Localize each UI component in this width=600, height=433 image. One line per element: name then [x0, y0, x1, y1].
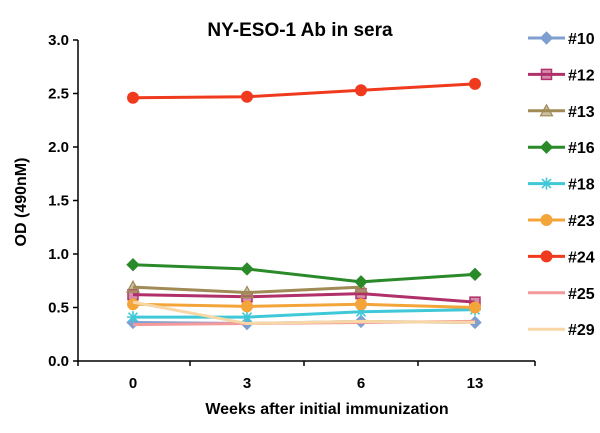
legend-item: #25: [528, 286, 595, 303]
legend-marker: [539, 140, 554, 154]
data-point: [127, 91, 139, 104]
legend-label: #23: [568, 213, 595, 230]
legend-item: #12: [528, 67, 595, 84]
legend-label: #25: [568, 286, 595, 303]
data-point: [125, 279, 141, 293]
legend-marker: [539, 31, 554, 45]
data-point: [468, 267, 482, 282]
series-lines: [125, 77, 482, 331]
legend-marker: [540, 177, 553, 190]
x-axis-label: Weeks after initial immunization: [205, 401, 448, 418]
axes: 0.0 0.5 1.0 1.5 2.0 2.5 3.0 0 3 6 13: [48, 32, 536, 392]
legend-label: #13: [568, 104, 595, 121]
data-point: [241, 300, 253, 313]
y-tick-label: 0.0: [48, 353, 69, 370]
series-23: [127, 298, 481, 314]
data-point: [355, 305, 367, 318]
data-point: [469, 301, 481, 314]
y-tick-label: 1.0: [48, 246, 69, 263]
legend: #10 #12 #13 #16 #18 #23 #24 #25 #29: [528, 31, 595, 339]
data-point: [240, 262, 254, 276]
legend-item: #29: [528, 322, 595, 339]
data-point: [241, 90, 253, 103]
legend-marker: [540, 214, 553, 226]
legend-label: #16: [568, 140, 595, 157]
data-point: [241, 311, 253, 324]
x-tick-label: 13: [467, 375, 484, 392]
series-16: [126, 257, 482, 289]
legend-label: #10: [568, 31, 595, 48]
data-point: [355, 84, 367, 97]
legend-marker: [539, 103, 554, 117]
legend-item: #16: [528, 140, 595, 157]
legend-label: #29: [568, 322, 595, 339]
y-tick-label: 2.0: [48, 139, 69, 156]
legend-marker: [540, 68, 553, 81]
x-tick-label: 6: [357, 375, 365, 392]
series-line: [133, 308, 476, 319]
series-line: [132, 263, 476, 284]
series-13: [125, 279, 369, 299]
data-point: [354, 275, 368, 289]
y-tick-label: 3.0: [48, 32, 69, 49]
legend-item: #13: [528, 103, 595, 121]
x-tick-label: 0: [129, 375, 137, 392]
legend-label: #18: [568, 177, 595, 194]
series-line: [132, 302, 476, 309]
x-tick-label: 3: [243, 375, 251, 392]
legend-item: #10: [528, 31, 595, 48]
series-24: [127, 77, 481, 104]
data-point: [355, 298, 367, 311]
data-point: [469, 77, 481, 90]
data-point: [239, 285, 255, 299]
y-tick-label: 0.5: [48, 300, 69, 317]
chart-title: NY-ESO-1 Ab in sera: [207, 20, 393, 41]
series-line: [132, 292, 476, 304]
legend-label: #12: [568, 67, 595, 84]
series-29: [132, 300, 476, 326]
series-line: [132, 300, 476, 326]
data-point: [126, 257, 140, 272]
y-tick-label: 2.5: [48, 86, 69, 103]
data-point: [127, 311, 139, 324]
legend-item: #23: [528, 213, 595, 230]
y-tick-label: 1.5: [48, 193, 69, 210]
series-line: [132, 82, 476, 100]
legend-item: #24: [528, 249, 595, 266]
legend-item: #18: [528, 177, 595, 194]
y-axis-label: OD (490nM): [13, 158, 30, 247]
legend-marker: [540, 250, 553, 263]
legend-label: #24: [568, 249, 595, 266]
